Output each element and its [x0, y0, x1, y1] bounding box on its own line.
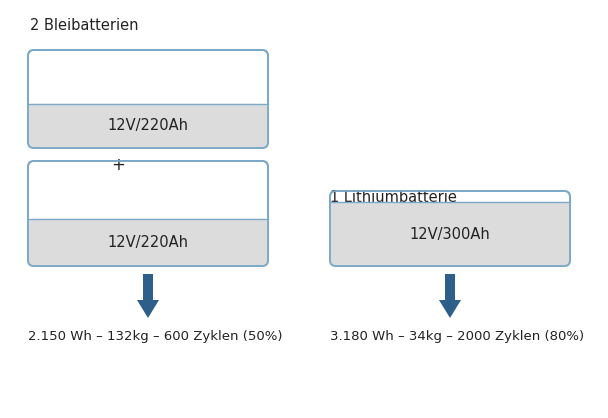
Bar: [330, 202, 570, 208]
Text: 1 Lithiumbatterie: 1 Lithiumbatterie: [330, 190, 457, 205]
Text: 2.150 Wh – 132kg – 600 Zyklen (50%): 2.150 Wh – 132kg – 600 Zyklen (50%): [28, 330, 283, 343]
Polygon shape: [439, 274, 461, 318]
Bar: [28, 104, 268, 110]
Text: 12V/220Ah: 12V/220Ah: [108, 118, 188, 133]
FancyBboxPatch shape: [28, 104, 268, 148]
Text: 12V/300Ah: 12V/300Ah: [410, 227, 491, 242]
Text: +: +: [111, 156, 125, 174]
Text: 12V/220Ah: 12V/220Ah: [108, 235, 188, 250]
Text: 3.180 Wh – 34kg – 2000 Zyklen (80%): 3.180 Wh – 34kg – 2000 Zyklen (80%): [330, 330, 584, 343]
FancyBboxPatch shape: [28, 50, 268, 148]
FancyBboxPatch shape: [28, 161, 268, 266]
Text: 2 Bleibatterien: 2 Bleibatterien: [30, 18, 139, 33]
FancyBboxPatch shape: [330, 191, 570, 266]
FancyBboxPatch shape: [28, 219, 268, 266]
Bar: [28, 219, 268, 225]
Polygon shape: [137, 274, 159, 318]
FancyBboxPatch shape: [330, 202, 570, 266]
